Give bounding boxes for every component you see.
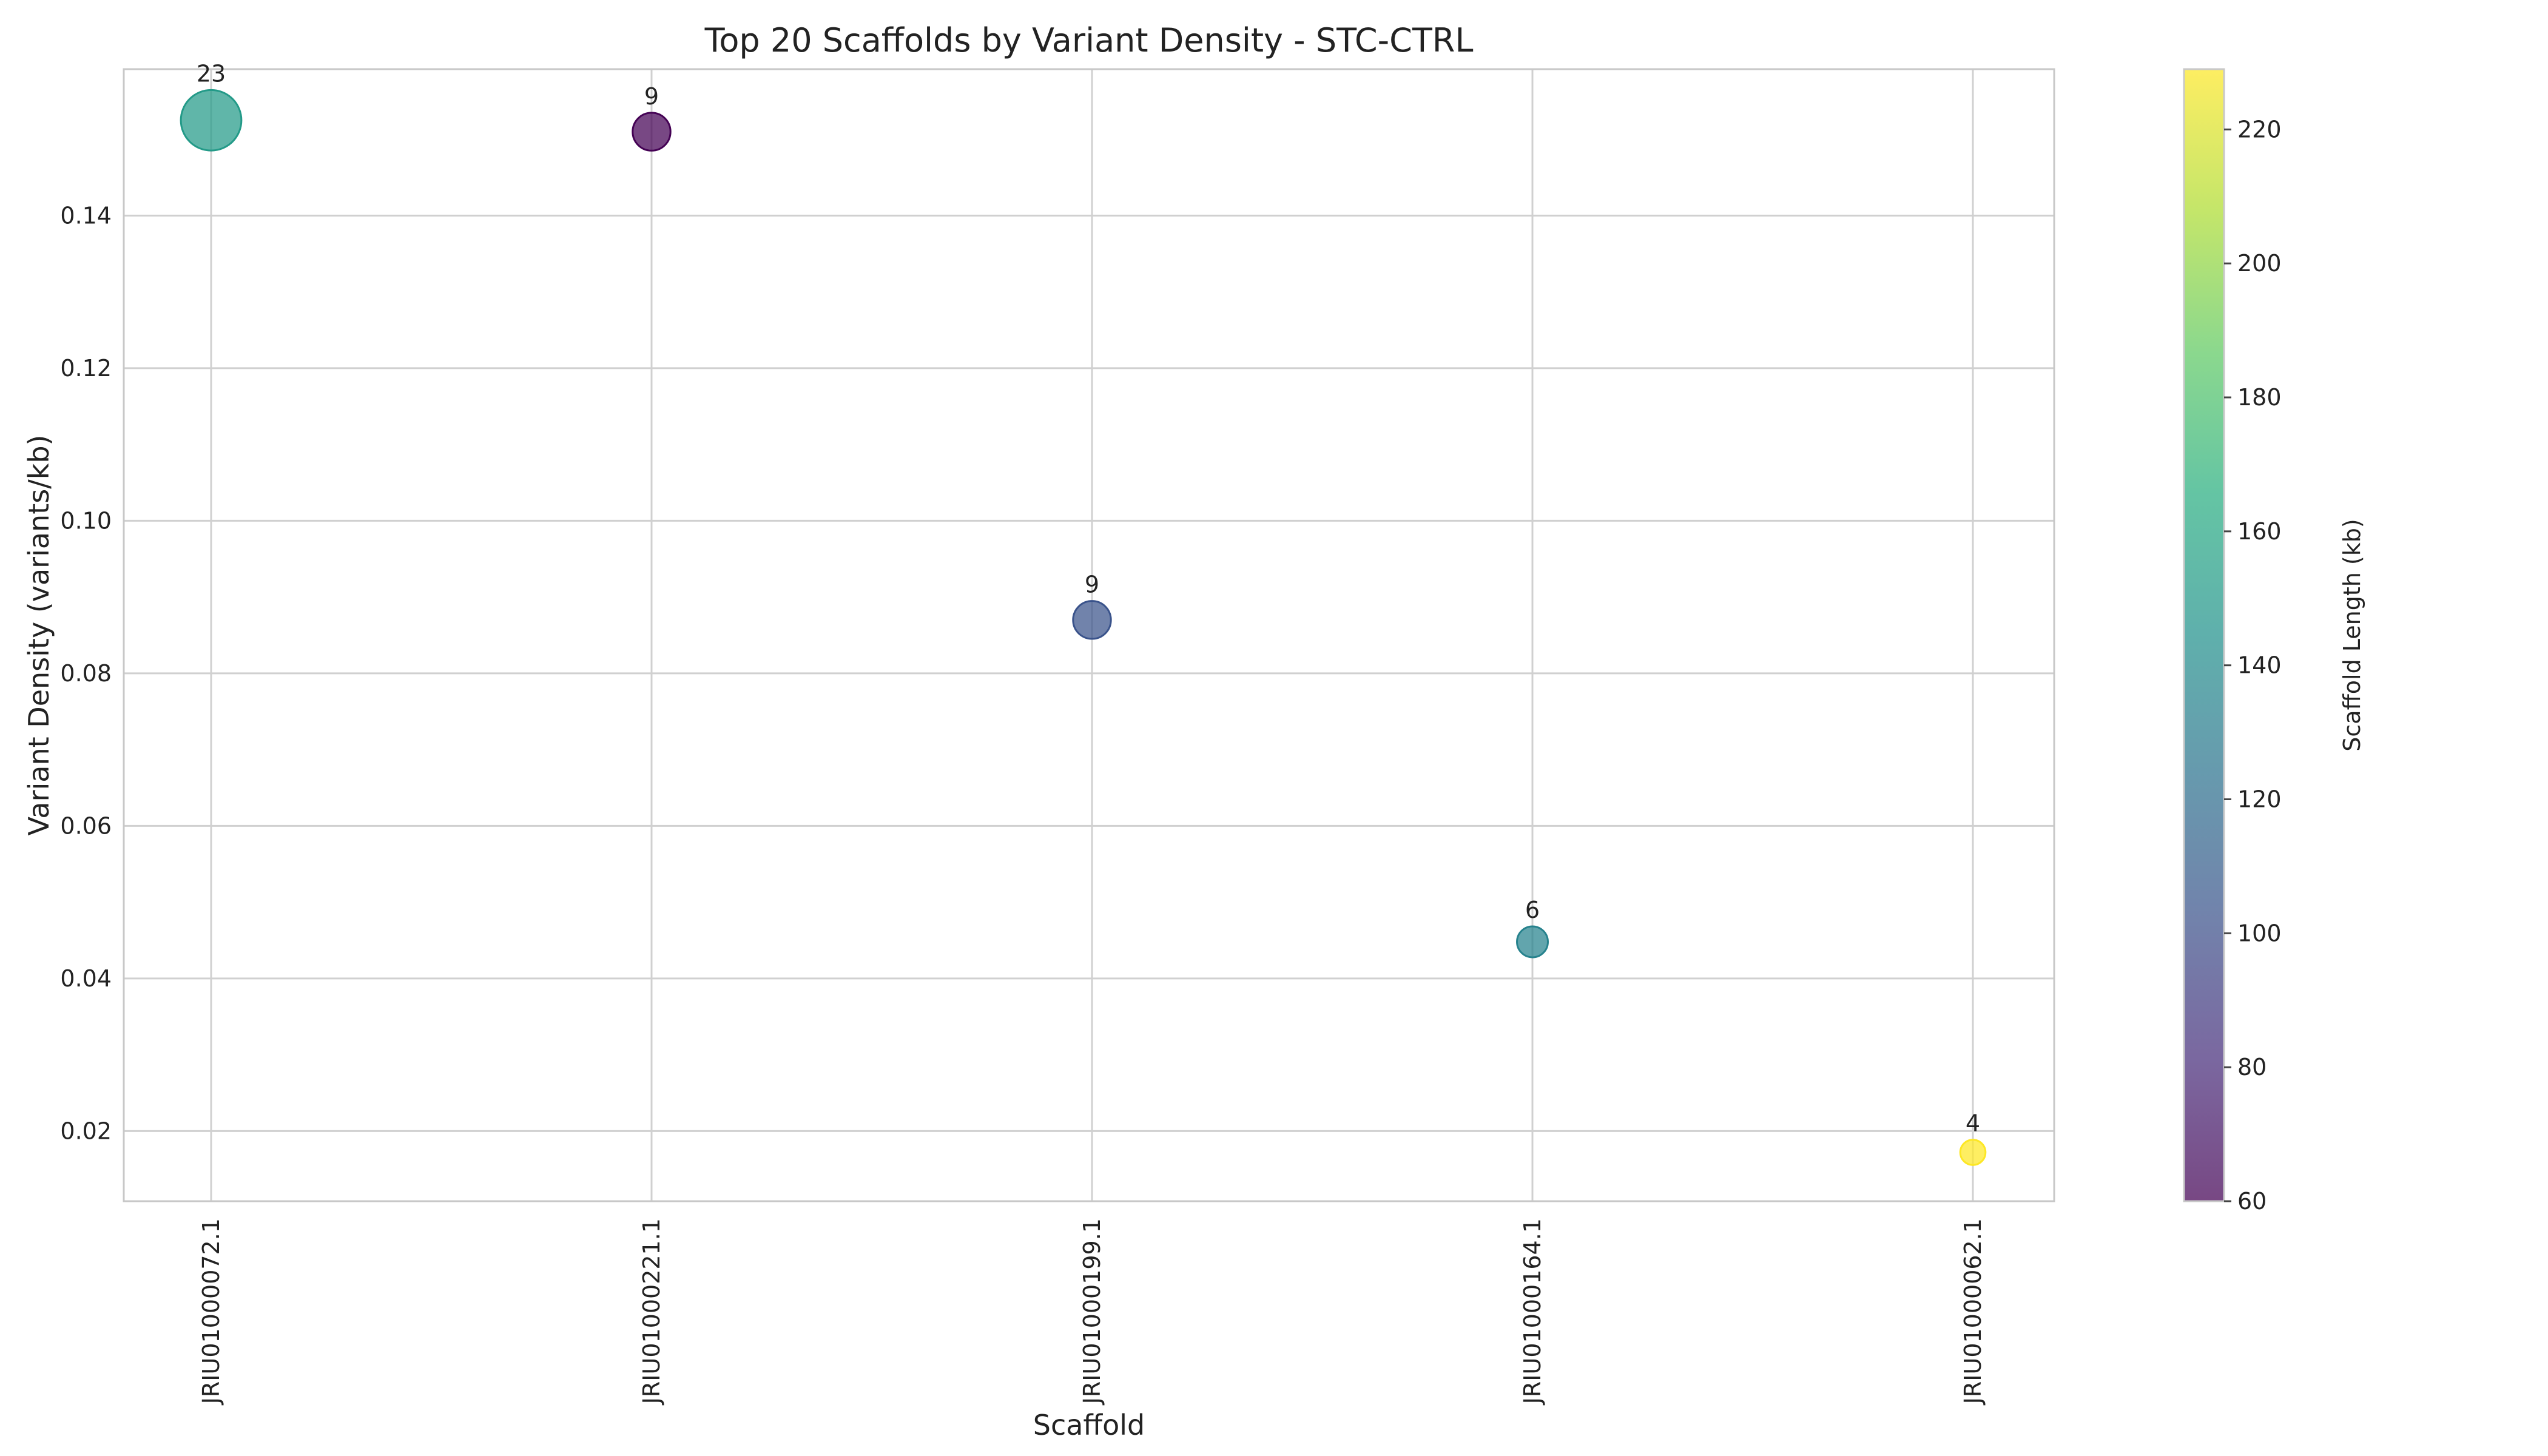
colorbar-gradient (2183, 68, 2225, 1202)
data-point-label: 4 (1966, 1110, 1980, 1137)
x-tick-label: JRIU01000062.1 (1960, 1218, 1986, 1405)
data-point-label: 6 (1525, 897, 1540, 923)
colorbar-label: Scaffold Length (kb) (2339, 519, 2365, 751)
colorbar-tick-label: 60 (2237, 1188, 2267, 1215)
y-tick-label: 0.12 (60, 355, 112, 382)
colorbar-tick-label: 140 (2237, 652, 2282, 679)
data-point (180, 89, 243, 152)
x-axis-label: Scaffold (1033, 1409, 1145, 1441)
y-tick-label: 0.10 (60, 507, 112, 534)
data-point-label: 9 (644, 83, 659, 110)
x-tick-label: JRIU01000199.1 (1079, 1218, 1105, 1405)
colorbar-tick-label: 200 (2237, 250, 2282, 277)
colorbar-tick-label: 160 (2237, 518, 2282, 545)
colorbar-tick-label: 220 (2237, 116, 2282, 143)
data-point-label: 23 (197, 60, 226, 87)
data-point-label: 9 (1085, 571, 1099, 598)
y-tick-label: 0.04 (60, 965, 112, 992)
y-tick-label: 0.02 (60, 1117, 112, 1144)
grid (124, 69, 2054, 1201)
colorbar-tick-label: 180 (2237, 384, 2282, 411)
x-tick-label: JRIU01000164.1 (1519, 1218, 1546, 1405)
y-tick-label: 0.08 (60, 660, 112, 687)
colorbar: 60 80 100 120 140 160 180 200 220 Scaffold Lengt… (2183, 68, 2365, 1215)
data-point (1516, 925, 1549, 959)
data-point (1072, 600, 1112, 640)
data-points (180, 89, 1987, 1166)
y-axis-ticks: 0.02 0.04 0.06 0.08 0.10 0.12 0.14 (60, 202, 112, 1144)
colorbar-tick-label: 80 (2237, 1054, 2267, 1080)
data-point (1959, 1139, 1987, 1166)
data-point (632, 112, 672, 152)
y-axis-label: Variant Density (variants/kb) (22, 435, 55, 836)
data-labels: 23 9 9 6 4 (197, 60, 1980, 1136)
colorbar-ticks: 60 80 100 120 140 160 180 200 220 (2224, 116, 2282, 1215)
x-tick-label: JRIU01000072.1 (198, 1218, 224, 1405)
x-tick-label: JRIU01000221.1 (638, 1218, 665, 1405)
colorbar-tick-label: 100 (2237, 920, 2282, 946)
y-tick-label: 0.06 (60, 812, 112, 839)
chart-title: Top 20 Scaffolds by Variant Density - ST… (704, 21, 1474, 59)
plot-frame (123, 68, 2055, 1202)
colorbar-tick-label: 120 (2237, 786, 2282, 813)
y-tick-label: 0.14 (60, 202, 112, 229)
plot-area: 0.02 0.04 0.06 0.08 0.10 0.12 0.14 JRIU0100007… (60, 60, 2055, 1405)
x-axis-ticks: JRIU01000072.1 JRIU01000221.1 JRIU01000199… (198, 1218, 1986, 1405)
